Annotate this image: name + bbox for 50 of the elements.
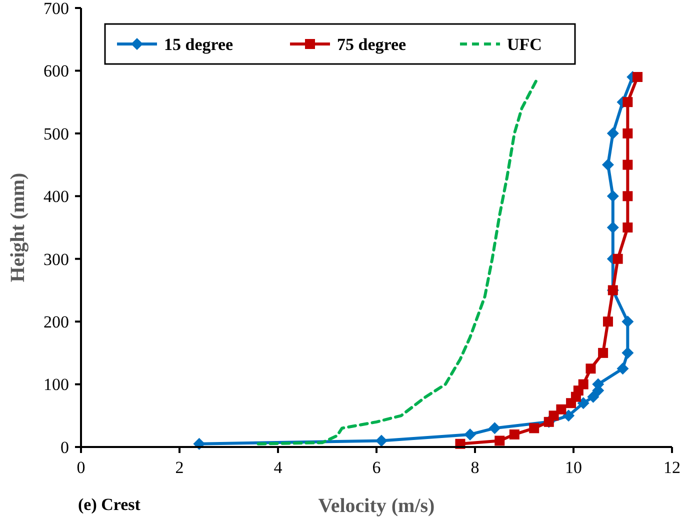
- point: [488, 422, 501, 434]
- point: [606, 127, 619, 140]
- point: [562, 410, 575, 422]
- point: [606, 222, 619, 234]
- point: [622, 346, 634, 359]
- legend-label: UFC: [507, 34, 542, 54]
- y-axis-title: Height (mm): [7, 172, 29, 282]
- y-tick-label: 500: [44, 124, 69, 144]
- y-tick-label: 200: [44, 312, 69, 332]
- point: [622, 222, 633, 232]
- point: [606, 190, 619, 202]
- line-series: [256, 78, 538, 446]
- point: [529, 423, 540, 434]
- text: (e) Crest: [78, 495, 141, 514]
- point: [602, 316, 613, 327]
- x-tick-label: 2: [175, 458, 184, 477]
- x-axis-title: Velocity (m/s): [318, 495, 435, 517]
- point: [632, 72, 643, 82]
- point: [556, 404, 566, 414]
- y-tick-label: 600: [44, 62, 69, 81]
- point: [577, 397, 590, 410]
- y-tick-label: 300: [44, 250, 69, 269]
- point: [494, 436, 505, 446]
- point: [622, 191, 633, 202]
- y-tick-label: 0: [60, 438, 69, 457]
- point: [464, 428, 476, 440]
- point: [612, 254, 623, 264]
- y-tick-label: 700: [44, 0, 69, 18]
- point: [616, 362, 629, 375]
- x-tick-label: 10: [565, 458, 582, 477]
- point: [622, 160, 633, 170]
- point: [622, 316, 634, 328]
- y-tick-label: 400: [44, 187, 69, 206]
- point: [578, 379, 588, 390]
- x-tick-label: 6: [372, 458, 381, 477]
- point: [622, 128, 633, 138]
- x-tick-label: 8: [470, 458, 480, 477]
- y-tick-label: 100: [44, 375, 69, 394]
- x-tick-label: 12: [664, 458, 680, 477]
- point: [598, 348, 608, 358]
- legend-label: 75 degree: [337, 34, 407, 54]
- point: [587, 390, 600, 403]
- point: [509, 429, 520, 440]
- point: [586, 364, 596, 374]
- x-tick-label: 0: [76, 458, 86, 477]
- x-tick-label: 4: [274, 458, 283, 477]
- point: [375, 434, 388, 447]
- point: [622, 97, 633, 108]
- legend-label: 15 degree: [164, 34, 234, 54]
- point: [602, 158, 614, 171]
